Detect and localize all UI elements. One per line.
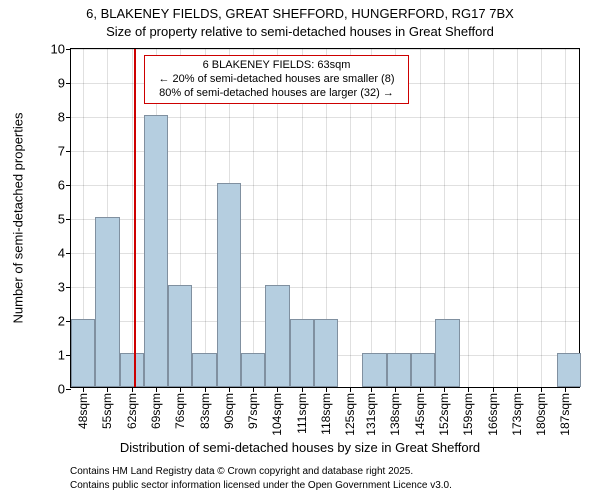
histogram-bar (95, 217, 119, 387)
x-tick-label: 131sqm (364, 393, 378, 436)
x-tick-label: 90sqm (222, 393, 236, 429)
x-tick-mark (326, 387, 327, 392)
x-tick-label: 145sqm (413, 393, 427, 436)
annotation-line: 80% of semi-detached houses are larger (… (151, 87, 402, 101)
grid-line-v (565, 49, 566, 387)
x-tick-label: 187sqm (558, 393, 572, 436)
y-tick-mark (66, 83, 71, 84)
x-tick-mark (371, 387, 372, 392)
histogram-bar (168, 285, 192, 387)
annotation-line: 6 BLAKENEY FIELDS: 63sqm (151, 59, 402, 73)
x-tick-mark (132, 387, 133, 392)
x-tick-label: 97sqm (246, 393, 260, 429)
histogram-bar (387, 353, 411, 387)
property-marker-line (134, 49, 136, 387)
y-tick-mark (66, 117, 71, 118)
x-tick-mark (83, 387, 84, 392)
grid-line-v (468, 49, 469, 387)
x-tick-label: 173sqm (510, 393, 524, 436)
y-tick-mark (66, 185, 71, 186)
x-tick-label: 159sqm (461, 393, 475, 436)
histogram-bar (120, 353, 144, 387)
grid-line-v (132, 49, 133, 387)
histogram-bar (411, 353, 435, 387)
plot-area: 01234567891048sqm55sqm62sqm69sqm76sqm83s… (70, 48, 580, 388)
x-tick-mark (517, 387, 518, 392)
x-tick-label: 104sqm (270, 393, 284, 436)
histogram-bar (290, 319, 314, 387)
grid-line-h (71, 49, 579, 50)
attribution-line-1: Contains HM Land Registry data © Crown c… (70, 466, 413, 477)
histogram-bar (217, 183, 241, 387)
x-tick-label: 166sqm (486, 393, 500, 436)
grid-line-v (517, 49, 518, 387)
x-tick-mark (229, 387, 230, 392)
x-tick-mark (277, 387, 278, 392)
histogram-bar (241, 353, 265, 387)
x-tick-label: 62sqm (125, 393, 139, 429)
grid-line-v (420, 49, 421, 387)
y-axis-title: Number of semi-detached properties (11, 113, 26, 324)
x-tick-mark (180, 387, 181, 392)
histogram-bar (557, 353, 581, 387)
histogram-bar (144, 115, 168, 387)
x-tick-mark (395, 387, 396, 392)
x-tick-mark (420, 387, 421, 392)
y-tick-mark (66, 389, 71, 390)
attribution-line-2: Contains public sector information licen… (70, 480, 452, 491)
histogram-bar (362, 353, 386, 387)
histogram-bar (192, 353, 216, 387)
x-tick-label: 48sqm (76, 393, 90, 429)
x-tick-label: 83sqm (198, 393, 212, 429)
annotation-box: 6 BLAKENEY FIELDS: 63sqm← 20% of semi-de… (144, 55, 409, 104)
histogram-bar (435, 319, 459, 387)
x-tick-mark (444, 387, 445, 392)
x-tick-mark (350, 387, 351, 392)
y-tick-mark (66, 219, 71, 220)
x-tick-label: 138sqm (388, 393, 402, 436)
histogram-bar (71, 319, 95, 387)
histogram-bar (265, 285, 289, 387)
y-tick-mark (66, 151, 71, 152)
x-tick-mark (493, 387, 494, 392)
histogram-bar (314, 319, 338, 387)
x-tick-label: 76sqm (173, 393, 187, 429)
y-tick-mark (66, 287, 71, 288)
grid-line-v (493, 49, 494, 387)
x-tick-label: 152sqm (437, 393, 451, 436)
x-tick-mark (541, 387, 542, 392)
x-tick-mark (205, 387, 206, 392)
y-tick-mark (66, 49, 71, 50)
x-axis-title: Distribution of semi-detached houses by … (0, 440, 600, 455)
title-line-2: Size of property relative to semi-detach… (0, 24, 600, 39)
grid-line-v (541, 49, 542, 387)
x-tick-label: 111sqm (295, 393, 309, 434)
x-tick-mark (107, 387, 108, 392)
x-tick-mark (156, 387, 157, 392)
chart-container: 6, BLAKENEY FIELDS, GREAT SHEFFORD, HUNG… (0, 0, 600, 500)
x-tick-label: 55sqm (100, 393, 114, 429)
x-tick-mark (468, 387, 469, 392)
x-tick-label: 118sqm (319, 393, 333, 435)
annotation-line: ← 20% of semi-detached houses are smalle… (151, 73, 402, 87)
x-tick-mark (253, 387, 254, 392)
x-tick-mark (565, 387, 566, 392)
x-tick-mark (302, 387, 303, 392)
y-tick-mark (66, 253, 71, 254)
x-tick-label: 180sqm (534, 393, 548, 436)
x-tick-label: 125sqm (343, 393, 357, 436)
x-tick-label: 69sqm (149, 393, 163, 429)
title-line-1: 6, BLAKENEY FIELDS, GREAT SHEFFORD, HUNG… (0, 6, 600, 21)
